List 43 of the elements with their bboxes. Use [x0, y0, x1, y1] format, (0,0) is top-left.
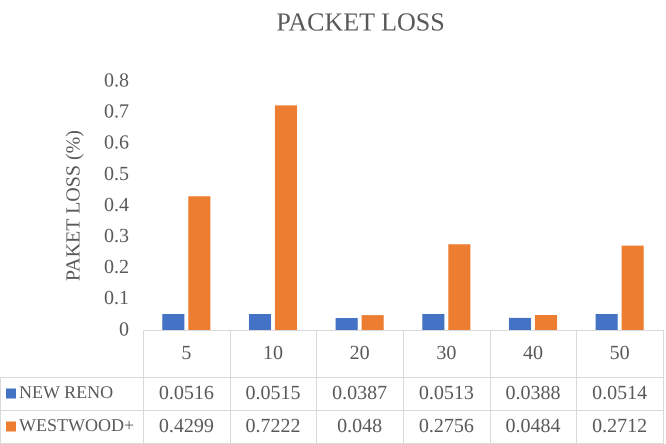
x-tick-label: 30	[436, 342, 456, 364]
y-axis-title: PAKET LOSS (%)	[62, 130, 84, 282]
y-tick-label: 0.2	[104, 256, 129, 278]
y-tick-label: 0.5	[104, 162, 129, 185]
data-label: 0.0515	[246, 382, 300, 404]
data-label: 0.4299	[158, 414, 214, 437]
bar	[448, 244, 470, 330]
data-label: 0.0388	[506, 382, 560, 404]
x-tick-label: 50	[610, 342, 630, 364]
data-label: 0.7222	[246, 414, 300, 437]
y-tick-label: 0.6	[104, 132, 129, 154]
x-tick-label: 20	[350, 342, 370, 364]
data-label: 0.2712	[592, 414, 648, 437]
data-label: 0.0387	[332, 382, 388, 404]
y-tick-label: 0.1	[104, 287, 129, 310]
bar	[162, 314, 184, 330]
bar	[188, 196, 210, 330]
data-label: 0.0516	[158, 382, 214, 404]
bar	[508, 318, 532, 330]
legend-label: NEW RENO	[19, 382, 114, 402]
data-label: 0.2756	[418, 414, 474, 437]
data-label: 0.0513	[418, 382, 474, 404]
x-tick-label: 40	[523, 342, 543, 364]
chart-title: PACKET LOSS	[276, 7, 445, 36]
bar	[422, 314, 444, 330]
x-tick-label: 5	[181, 342, 192, 364]
y-tick-label: 0.8	[104, 69, 129, 92]
bar	[336, 318, 358, 330]
legend-label: WESTWOOD+	[19, 415, 134, 436]
y-tick-label: 0.7	[104, 100, 129, 123]
y-tick-label: 0.4	[104, 194, 129, 216]
y-tick-label: 0	[119, 318, 129, 340]
bar	[622, 246, 644, 330]
bar	[534, 314, 558, 330]
bar	[248, 314, 272, 330]
data-label: 0.0514	[592, 382, 648, 404]
data-label: 0.0484	[506, 414, 560, 437]
bar	[596, 314, 618, 330]
bar	[274, 105, 298, 330]
x-tick-label: 10	[263, 342, 283, 364]
data-label: 0.048	[337, 414, 382, 437]
y-tick-label: 0.3	[104, 224, 129, 247]
bar	[362, 315, 384, 330]
